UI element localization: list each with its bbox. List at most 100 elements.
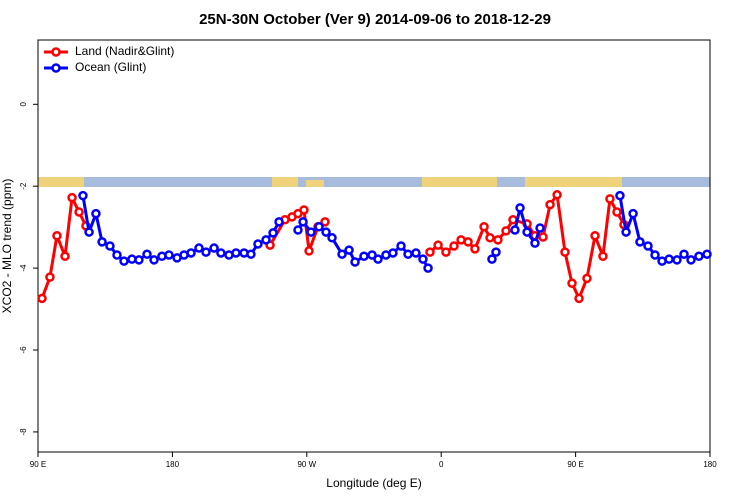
data-point <box>530 238 540 248</box>
data-point <box>337 249 347 259</box>
data-point <box>510 225 520 235</box>
y-tick-label: -6 <box>19 346 28 354</box>
plot-frame <box>37 39 711 453</box>
data-point <box>298 217 308 227</box>
data-point <box>105 241 115 251</box>
data-point <box>78 190 88 201</box>
y-tick-label: -8 <box>19 428 28 436</box>
data-point <box>425 247 435 257</box>
data-point <box>149 255 159 265</box>
x-tick-label: 90 W <box>297 460 316 469</box>
y-axis-label: XCO2 - MLO trend (ppm) <box>0 179 14 314</box>
data-point <box>621 227 631 237</box>
data-point <box>403 249 413 259</box>
data-point <box>209 243 219 253</box>
x-tick-label: 90 E <box>567 460 583 469</box>
data-point <box>433 240 443 250</box>
data-point <box>582 273 592 284</box>
legend-label: Land (Nadir&Glint) <box>75 44 174 58</box>
data-point <box>45 272 55 282</box>
legend-marker <box>51 63 61 73</box>
data-point <box>628 208 638 219</box>
data-point <box>216 248 226 258</box>
data-point <box>293 225 303 235</box>
data-point <box>74 207 84 217</box>
data-point <box>470 244 480 254</box>
data-point <box>396 241 406 251</box>
data-point <box>590 231 600 241</box>
chart-title: 25N-30N October (Ver 9) 2014-09-06 to 20… <box>199 11 551 28</box>
data-point <box>463 237 473 247</box>
data-point <box>60 251 70 261</box>
data-point <box>306 227 316 237</box>
data-point <box>501 226 511 236</box>
data-point <box>686 255 696 265</box>
data-point <box>112 250 122 260</box>
data-point <box>164 250 174 260</box>
y-tick-label: -2 <box>19 182 28 190</box>
data-point <box>545 199 555 210</box>
data-point <box>37 293 47 304</box>
data-point <box>535 223 545 233</box>
data-point <box>418 254 428 264</box>
data-point <box>552 190 562 200</box>
data-point <box>643 241 653 251</box>
y-tick-label: 0 <box>19 102 28 107</box>
data-point <box>605 194 615 204</box>
data-point <box>388 248 398 258</box>
data-point <box>119 256 129 266</box>
x-tick-label: 90 E <box>30 460 46 469</box>
data-point <box>567 278 577 289</box>
data-point <box>493 235 503 245</box>
data-point <box>261 235 271 245</box>
data-point <box>142 249 152 259</box>
data-point <box>299 205 309 215</box>
data-point <box>449 241 459 251</box>
data-point <box>84 227 94 237</box>
data-point <box>253 239 263 249</box>
data-point <box>560 247 570 257</box>
data-point <box>186 248 196 258</box>
data-point <box>487 254 497 264</box>
data-point <box>344 245 354 255</box>
data-point <box>268 228 278 238</box>
data-point <box>635 237 645 247</box>
data-point <box>350 257 360 267</box>
data-point <box>194 243 204 253</box>
data-point <box>320 217 330 227</box>
data-point <box>615 190 625 201</box>
data-point <box>538 232 548 242</box>
x-axis-label: Longitude (deg E) <box>326 476 421 490</box>
data-point <box>702 249 712 259</box>
data-point <box>694 251 704 261</box>
data-point <box>664 254 674 264</box>
data-point <box>231 248 241 258</box>
legend-marker <box>51 47 61 57</box>
data-point <box>679 249 689 259</box>
legend: Land (Nadir&Glint) Ocean (Glint) <box>44 44 174 74</box>
data-point <box>650 250 660 260</box>
data-point <box>246 249 256 259</box>
x-tick-label: 180 <box>166 460 180 469</box>
data-point <box>314 222 324 232</box>
data-point <box>274 217 284 227</box>
land-ocean-strip <box>38 177 710 187</box>
data-point <box>367 250 377 260</box>
data-point <box>134 255 144 265</box>
data-point <box>327 233 337 243</box>
data-point <box>423 263 433 273</box>
data-point <box>67 192 77 203</box>
data-point <box>441 247 451 257</box>
data-point <box>515 203 525 213</box>
data-point <box>491 247 501 257</box>
legend-label: Ocean (Glint) <box>75 60 146 74</box>
data-point <box>359 251 369 261</box>
data-point <box>321 227 331 237</box>
data-point <box>522 227 532 237</box>
data-point <box>91 208 101 219</box>
data-point <box>97 237 107 247</box>
data-point <box>612 207 622 217</box>
data-point <box>598 251 608 261</box>
data-point <box>411 248 421 258</box>
